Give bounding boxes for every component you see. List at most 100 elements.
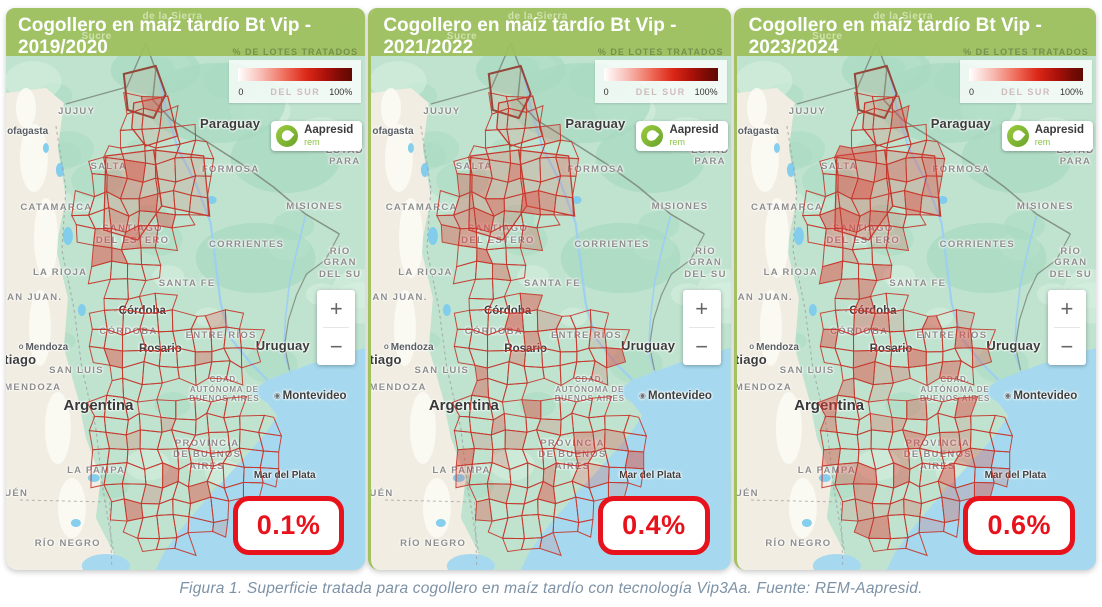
legend-title: % DE LOTES TRATADOS [597, 47, 724, 57]
map-label: SAN LUIS [414, 365, 470, 377]
map-label: Mar del Plata [619, 469, 681, 481]
zoom-divider [323, 327, 350, 328]
zoom-out-button[interactable]: − [683, 328, 721, 365]
map-label: PROVINCIA DE BUENOS AIRES [538, 437, 607, 472]
map-label: ▫ Córdoba [844, 305, 897, 318]
map-label: UÉN [6, 487, 29, 499]
map-label: SALTA [821, 161, 858, 173]
map-label: SANTIAGO DEL ESTERO [461, 223, 535, 246]
legend-watermark: DEL SUR [1001, 87, 1051, 97]
legend-gradient-bar [603, 68, 718, 81]
map-label: LA PAMPA [797, 464, 856, 476]
legend-watermark: DEL SUR [635, 87, 686, 97]
map-label: MISIONES [651, 200, 709, 212]
map-label: tiago [369, 351, 402, 367]
map-label: CORRIENTES [939, 238, 1015, 250]
map-label: CDAD. AUTÓNOMA DE BUENOS AIRES [554, 374, 625, 404]
treated-percentage-badge: 0.1% [232, 496, 345, 555]
map-label: Paraguay [565, 115, 626, 131]
map-label: ◉ Montevideo [639, 389, 712, 402]
aapresid-leaf-icon [641, 125, 664, 147]
legend-max-label: 100% [329, 87, 353, 97]
map-label: Rosario [138, 342, 182, 355]
map-label: PROVINCIA DE BUENOS AIRES [173, 437, 242, 472]
map-label: UÉN [369, 487, 394, 499]
map-label: MENDOZA [734, 381, 792, 393]
map-label: RÍO GRAN DEL SU [318, 245, 362, 280]
panel-title-year: 2023/2024 [748, 37, 839, 59]
logo-sub: rem [304, 136, 320, 147]
map-label: Mar del Plata [984, 469, 1047, 481]
map-label: Argentina [794, 396, 865, 414]
map-panels-row: JUJUYofagastaParaguaySALTAFORMOSAESTAD P… [6, 8, 1096, 570]
map-label: MISIONES [286, 200, 344, 212]
zoom-in-button[interactable]: + [317, 290, 355, 327]
map-label: tiago [734, 351, 767, 367]
map-label: ENTRE RÍOS [916, 330, 988, 342]
zoom-controls: + − [317, 290, 356, 365]
map-label: LA RIOJA [763, 267, 818, 279]
zoom-in-button[interactable]: + [683, 290, 721, 327]
map-label: FORMOSA [567, 163, 625, 175]
map-label: o Mendoza [18, 341, 69, 353]
map-label: JUJUY [58, 105, 96, 117]
treated-lots-legend: % DE LOTES TRATADOS DEL SUR 0 100% [959, 47, 1092, 103]
map-label: o Mendoza [383, 341, 434, 353]
map-label: AN JUAN. [372, 291, 428, 303]
legend-max-label: 100% [1059, 87, 1083, 97]
legend-max-label: 100% [694, 87, 718, 97]
map-label: Uruguay [621, 338, 676, 354]
legend-title: % DE LOTES TRATADOS [232, 47, 359, 57]
zoom-out-button[interactable]: − [317, 328, 355, 365]
map-label: SANTA FE [524, 278, 581, 290]
map-label: tiago [6, 351, 37, 367]
place-marker-icon: ▫ [113, 306, 117, 316]
map-label: Uruguay [255, 338, 310, 354]
map-label: CORRIENTES [209, 238, 285, 250]
treated-lots-legend: % DE LOTES TRATADOS DEL SUR 0 100% [594, 47, 727, 103]
map-panel-2023-2024: JUJUYofagastaParaguaySALTAFORMOSAESTAD P… [733, 8, 1096, 570]
map-label: Paraguay [200, 115, 261, 131]
zoom-in-button[interactable]: + [1048, 290, 1086, 327]
place-marker-icon: ◉ [273, 390, 281, 400]
place-marker-icon: o [749, 341, 755, 351]
map-label: SAN LUIS [779, 365, 835, 377]
map-label: PROVINCIA DE BUENOS AIRES [903, 437, 972, 472]
legend-title: % DE LOTES TRATADOS [963, 47, 1089, 57]
map-label: ▫ Córdoba [479, 305, 532, 318]
figure-caption: Figura 1. Superficie tratada para cogoll… [179, 580, 923, 597]
map-label: CÓRDOBA [830, 326, 889, 338]
map-label: ofagasta [737, 126, 779, 138]
map-label: LA PAMPA [432, 464, 491, 476]
map-label: CÓRDOBA [99, 326, 158, 338]
zoom-out-button[interactable]: − [1048, 328, 1086, 365]
map-label: ◉ Montevideo [1004, 389, 1078, 402]
legend-box: DEL SUR 0 100% [229, 60, 362, 103]
map-label: SANTA FE [889, 278, 947, 290]
legend-min-label: 0 [603, 87, 609, 97]
map-label: CDAD. AUTÓNOMA DE BUENOS AIRES [919, 374, 991, 404]
map-label: Uruguay [986, 338, 1041, 354]
aapresid-rem-logo: Aapresid rem [271, 121, 363, 151]
zoom-divider [1053, 327, 1080, 328]
map-label: Mar del Plata [253, 469, 316, 481]
map-label: SANTA FE [158, 278, 216, 290]
map-label: SALTA [90, 161, 128, 173]
map-label: CÓRDOBA [464, 326, 523, 338]
place-marker-icon: ◉ [1004, 390, 1012, 400]
map-label: Argentina [63, 396, 134, 414]
map-label: SANTIAGO DEL ESTERO [95, 223, 170, 246]
map-label: o Mendoza [749, 341, 799, 353]
map-label: JUJUY [423, 105, 461, 117]
treated-percentage-badge: 0.6% [963, 496, 1075, 555]
panel-title-banner: Cogollero en maíz tardío Bt Vip - 2021/2… [371, 8, 731, 58]
map-label: UÉN [734, 487, 759, 499]
map-label: ENTRE RÍOS [550, 330, 623, 342]
map-label: ◉ Montevideo [273, 389, 347, 402]
map-label: SALTA [455, 161, 493, 173]
map-label: RÍO NEGRO [400, 537, 467, 549]
aapresid-leaf-icon [1006, 125, 1029, 147]
aapresid-leaf-icon [276, 125, 299, 147]
map-label: Rosario [504, 342, 548, 355]
